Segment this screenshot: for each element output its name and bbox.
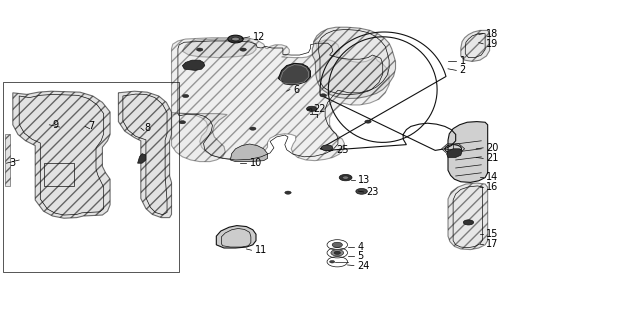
Circle shape	[356, 188, 367, 194]
Text: 11: 11	[255, 245, 267, 255]
Circle shape	[182, 94, 189, 98]
Text: 19: 19	[486, 39, 499, 49]
Text: 4: 4	[357, 242, 364, 252]
Circle shape	[321, 145, 333, 151]
Circle shape	[334, 251, 340, 254]
Circle shape	[285, 191, 291, 194]
Text: 7: 7	[88, 121, 95, 132]
Polygon shape	[118, 91, 172, 218]
Text: 1: 1	[460, 56, 466, 66]
Text: 2: 2	[460, 65, 466, 76]
Text: 23: 23	[367, 187, 379, 197]
Polygon shape	[182, 60, 205, 70]
Circle shape	[331, 250, 344, 256]
Text: 14: 14	[486, 172, 499, 182]
Circle shape	[342, 176, 349, 179]
Text: 6: 6	[293, 84, 300, 95]
Text: 20: 20	[486, 143, 499, 153]
Circle shape	[228, 35, 243, 43]
Polygon shape	[172, 113, 227, 162]
Text: 8: 8	[144, 123, 150, 133]
Polygon shape	[230, 144, 268, 162]
Text: 13: 13	[358, 175, 371, 185]
Text: 10: 10	[250, 158, 262, 168]
Circle shape	[330, 260, 335, 263]
Polygon shape	[13, 91, 110, 218]
Text: 16: 16	[486, 182, 499, 192]
Circle shape	[196, 48, 203, 51]
Circle shape	[232, 37, 239, 41]
Circle shape	[240, 48, 246, 51]
Circle shape	[320, 94, 326, 97]
Text: 15: 15	[486, 229, 499, 239]
Polygon shape	[172, 38, 389, 161]
Circle shape	[339, 174, 352, 181]
Text: 21: 21	[486, 153, 499, 164]
Polygon shape	[5, 134, 10, 186]
Text: 5: 5	[357, 251, 364, 261]
Text: 3: 3	[10, 158, 16, 168]
Polygon shape	[138, 154, 146, 163]
Polygon shape	[278, 63, 310, 85]
Text: 18: 18	[486, 28, 499, 39]
Circle shape	[332, 242, 342, 247]
Circle shape	[250, 127, 256, 130]
Circle shape	[307, 106, 317, 111]
Polygon shape	[182, 39, 256, 58]
Text: 17: 17	[486, 239, 499, 249]
Polygon shape	[447, 149, 462, 157]
Text: 12: 12	[253, 32, 265, 42]
Text: 22: 22	[314, 104, 326, 114]
Polygon shape	[461, 30, 490, 61]
Text: 24: 24	[357, 260, 369, 271]
Polygon shape	[216, 226, 256, 248]
Polygon shape	[312, 27, 396, 99]
Circle shape	[179, 121, 186, 124]
Circle shape	[463, 220, 474, 225]
Text: 9: 9	[52, 120, 59, 130]
Text: 25: 25	[336, 145, 349, 156]
Polygon shape	[448, 122, 488, 182]
Polygon shape	[448, 183, 488, 250]
Circle shape	[365, 120, 371, 123]
